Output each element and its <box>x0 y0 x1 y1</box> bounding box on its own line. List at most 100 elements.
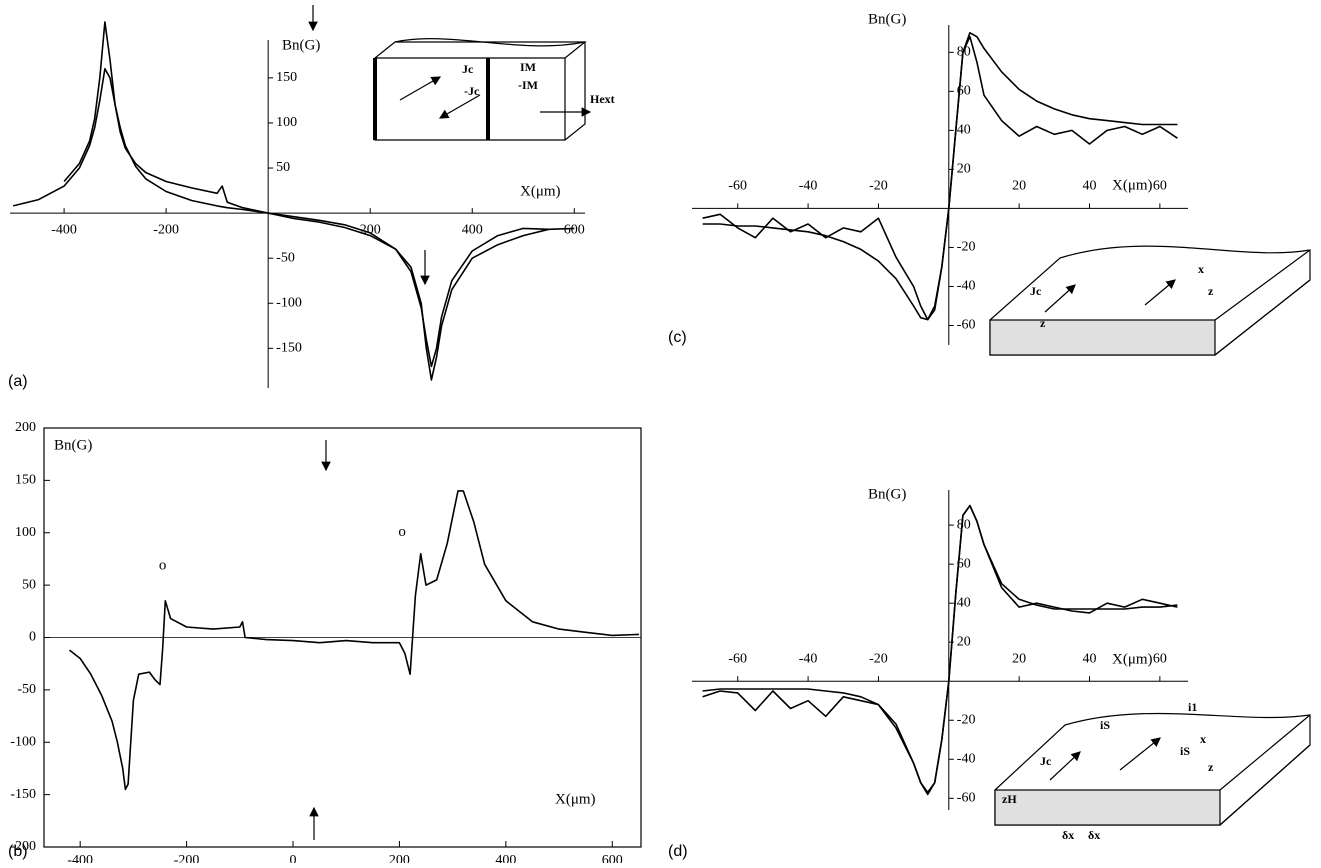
inset-label: iS <box>1100 718 1110 732</box>
y-tick-label: -60 <box>957 791 976 806</box>
inset-slab <box>994 712 1311 826</box>
y-tick-label: -40 <box>957 279 976 294</box>
x-tick-label: 200 <box>389 853 410 863</box>
x-tick-label: -40 <box>799 179 818 194</box>
inset-label: z <box>1208 284 1214 298</box>
x-tick-label: 600 <box>602 853 623 863</box>
inset-edge <box>394 38 586 47</box>
arrow <box>438 94 481 119</box>
annotation: o <box>159 558 167 574</box>
inset-label: δx <box>1062 828 1074 842</box>
panel-label: (a) <box>8 373 28 390</box>
x-tick-label: 40 <box>1083 651 1097 666</box>
y-tick-label: -20 <box>957 712 976 727</box>
x-tick-label: -200 <box>174 853 200 863</box>
arrow <box>1119 737 1161 771</box>
inset-edge <box>1214 249 1311 356</box>
inset-label: -IM <box>518 78 538 92</box>
y-tick-label: -40 <box>957 751 976 766</box>
panel-label: (c) <box>668 329 687 346</box>
inset-label: i1 <box>1188 700 1197 714</box>
annotation: o <box>398 524 406 540</box>
panel-label: (d) <box>668 843 688 860</box>
panel-label: (b) <box>8 843 28 860</box>
x-tick-label: -20 <box>869 179 888 194</box>
y-tick-label: -60 <box>957 318 976 333</box>
y-tick-label: -100 <box>276 295 302 310</box>
inset-label: z <box>1040 316 1046 330</box>
y-tick-label: 60 <box>957 556 971 571</box>
x-tick-label: 400 <box>495 853 516 863</box>
x-axis-label: X(μm) <box>1112 177 1153 193</box>
y-tick-label: 80 <box>957 517 971 532</box>
inset-label: zH <box>1002 792 1017 806</box>
y-axis-label: Bn(G) <box>282 37 320 53</box>
inset-slab <box>373 41 587 141</box>
arrow <box>1144 279 1176 306</box>
y-tick-label: -100 <box>10 734 36 749</box>
x-axis-label: X(μm) <box>520 183 561 199</box>
inset-edge <box>1219 714 1311 826</box>
x-axis-label: X(μm) <box>1112 651 1153 667</box>
y-tick-label: 150 <box>276 70 297 85</box>
decorations <box>308 5 1311 840</box>
y-tick-label: 40 <box>957 595 971 610</box>
data-line <box>69 490 639 791</box>
y-tick-label: 100 <box>15 525 36 540</box>
inset-label: IM <box>520 60 536 74</box>
x-axis-label: X(μm) <box>555 791 596 807</box>
inset-label: x <box>1198 262 1204 276</box>
y-axis-label: Bn(G) <box>868 486 906 502</box>
inset-face <box>989 319 1216 356</box>
data-line <box>702 35 1178 321</box>
x-tick-label: -400 <box>67 853 93 863</box>
x-tick-label: 20 <box>1012 651 1026 666</box>
y-tick-label: 50 <box>22 577 36 592</box>
inset-label: Jc <box>1030 284 1042 298</box>
y-tick-label: -150 <box>10 787 36 802</box>
x-tick-label: 60 <box>1153 651 1167 666</box>
x-tick-label: -60 <box>728 179 747 194</box>
y-tick-label: 50 <box>276 160 290 175</box>
arrow <box>1049 751 1081 781</box>
data-line <box>63 21 575 381</box>
inset-label: Hext <box>590 92 615 106</box>
x-tick-label: 40 <box>1083 179 1097 194</box>
x-tick-label: 400 <box>462 222 483 237</box>
data-line <box>12 68 549 368</box>
inset-label: x <box>1200 732 1206 746</box>
y-tick-label: -20 <box>957 240 976 255</box>
inset-label: Jc <box>1040 754 1052 768</box>
data-line <box>702 504 1178 796</box>
x-tick-label: 600 <box>564 222 585 237</box>
x-tick-label: -20 <box>869 651 888 666</box>
y-tick-label: 0 <box>29 630 36 645</box>
y-tick-label: -150 <box>276 341 302 356</box>
x-tick-label: 0 <box>290 853 297 863</box>
y-tick-label: 20 <box>957 162 971 177</box>
y-axis-label: Bn(G) <box>54 437 92 453</box>
y-tick-label: -50 <box>17 682 36 697</box>
inset-label: Jc <box>462 62 474 76</box>
arrow <box>1044 284 1076 313</box>
x-tick-label: 60 <box>1153 179 1167 194</box>
inset-label: z <box>1208 760 1214 774</box>
x-tick-label: -60 <box>728 651 747 666</box>
y-tick-label: 20 <box>957 634 971 649</box>
y-tick-label: 100 <box>276 115 297 130</box>
inset-label: -Jc <box>464 84 480 98</box>
y-tick-label: -50 <box>276 250 295 265</box>
inset-label: δx <box>1088 828 1100 842</box>
inset-face <box>994 789 1221 826</box>
y-axis-label: Bn(G) <box>868 11 906 27</box>
x-tick-label: -400 <box>51 222 77 237</box>
y-tick-label: 40 <box>957 123 971 138</box>
x-tick-label: -40 <box>799 651 818 666</box>
x-tick-label: 20 <box>1012 179 1026 194</box>
y-tick-label: 150 <box>15 473 36 488</box>
y-tick-label: -200 <box>10 839 36 854</box>
inset-label: iS <box>1180 744 1190 758</box>
arrow <box>399 76 442 101</box>
